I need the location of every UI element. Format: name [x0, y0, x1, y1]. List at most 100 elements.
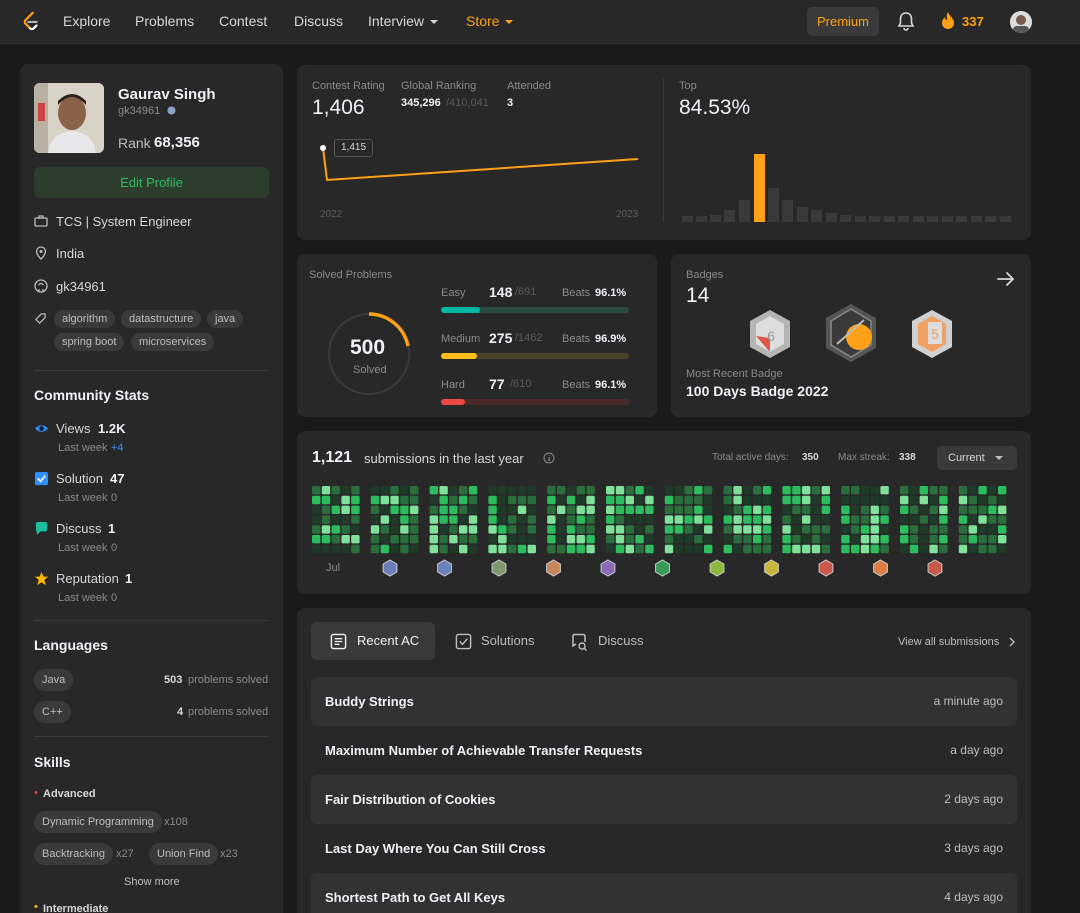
heatmap-cell[interactable]	[939, 525, 948, 534]
heatmap-cell[interactable]	[557, 544, 566, 554]
heatmap-cell[interactable]	[527, 486, 536, 495]
heatmap-cell[interactable]	[811, 525, 821, 534]
language-pill[interactable]: Java	[34, 669, 74, 691]
heatmap-cell[interactable]	[606, 515, 615, 524]
heatmap-cell[interactable]	[527, 535, 536, 544]
heatmap-cell[interactable]	[782, 525, 791, 534]
heatmap-cell[interactable]	[498, 525, 507, 534]
heatmap-cell[interactable]	[410, 525, 419, 534]
heatmap-cell[interactable]	[400, 544, 409, 554]
heatmap-cell[interactable]	[664, 535, 674, 544]
heatmap-cell[interactable]	[821, 515, 830, 524]
heatmap-cell[interactable]	[390, 486, 399, 495]
heatmap-cell[interactable]	[939, 486, 948, 495]
heatmap-cell[interactable]	[802, 535, 811, 544]
nav-discuss[interactable]: Discuss	[294, 13, 344, 29]
heatmap-cell[interactable]	[380, 544, 389, 554]
heatmap-cell[interactable]	[576, 495, 585, 505]
heatmap-cell[interactable]	[851, 525, 860, 534]
heatmap-cell[interactable]	[351, 515, 360, 524]
heatmap-cell[interactable]	[860, 486, 870, 495]
heatmap-cell[interactable]	[929, 505, 938, 514]
heatmap-cell[interactable]	[968, 486, 977, 495]
heatmap-cell[interactable]	[508, 486, 517, 495]
heatmap-cell[interactable]	[615, 486, 625, 495]
heatmap-cell[interactable]	[811, 505, 821, 514]
heatmap-cell[interactable]	[547, 486, 556, 495]
language-pill[interactable]: C++	[34, 701, 71, 723]
heatmap-cell[interactable]	[743, 535, 752, 544]
heatmap-cell[interactable]	[468, 525, 478, 534]
heatmap-cell[interactable]	[557, 486, 566, 495]
tab-solutions[interactable]: Solutions	[447, 622, 547, 660]
heatmap-cell[interactable]	[988, 525, 997, 534]
heatmap-cell[interactable]	[684, 505, 693, 514]
heatmap-cell[interactable]	[978, 544, 987, 554]
heatmap-cell[interactable]	[380, 515, 389, 524]
heatmap-cell[interactable]	[860, 495, 870, 505]
monthly-badge-icon[interactable]	[818, 559, 834, 577]
heatmap-cell[interactable]	[762, 535, 772, 544]
monthly-badge-icon[interactable]	[437, 559, 452, 577]
heatmap-cell[interactable]	[782, 495, 791, 505]
heatmap-cell[interactable]	[782, 544, 791, 554]
heatmap-cell[interactable]	[468, 486, 478, 495]
heatmap-cell[interactable]	[449, 515, 458, 524]
heatmap-cell[interactable]	[978, 495, 987, 505]
heatmap-cell[interactable]	[498, 495, 507, 505]
heatmap-cell[interactable]	[400, 486, 409, 495]
heatmap-cell[interactable]	[351, 544, 360, 554]
heatmap-cell[interactable]	[635, 525, 644, 534]
heatmap-cell[interactable]	[606, 486, 615, 495]
heatmap-cell[interactable]	[390, 505, 399, 514]
heatmap-cell[interactable]	[410, 544, 419, 554]
heatmap-cell[interactable]	[674, 486, 683, 495]
heatmap-cell[interactable]	[978, 525, 987, 534]
heatmap-cell[interactable]	[743, 486, 752, 495]
heatmap-cell[interactable]	[400, 525, 409, 534]
heatmap-cell[interactable]	[429, 515, 438, 524]
heatmap-cell[interactable]	[860, 525, 870, 534]
heatmap-cell[interactable]	[508, 535, 517, 544]
rating-line-chart[interactable]	[312, 136, 642, 186]
heatmap-cell[interactable]	[988, 495, 997, 505]
heatmap-cell[interactable]	[958, 525, 968, 534]
heatmap-cell[interactable]	[508, 525, 517, 534]
heatmap-cell[interactable]	[880, 495, 889, 505]
heatmap-cell[interactable]	[860, 544, 870, 554]
heatmap-cell[interactable]	[998, 505, 1007, 514]
heatmap-cell[interactable]	[870, 515, 879, 524]
heatmap-cell[interactable]	[733, 486, 742, 495]
heatmap-cell[interactable]	[870, 495, 879, 505]
heatmap-cell[interactable]	[341, 525, 350, 534]
heatmap-cell[interactable]	[811, 535, 821, 544]
heatmap-cell[interactable]	[802, 525, 811, 534]
heatmap-cell[interactable]	[694, 486, 703, 495]
heatmap-cell[interactable]	[400, 495, 409, 505]
nav-contest[interactable]: Contest	[219, 13, 268, 29]
heatmap-cell[interactable]	[459, 495, 468, 505]
heatmap-cell[interactable]	[664, 525, 674, 534]
heatmap-cell[interactable]	[547, 535, 556, 544]
heatmap-cell[interactable]	[929, 515, 938, 524]
heatmap-cell[interactable]	[694, 535, 703, 544]
heatmap-cell[interactable]	[312, 544, 321, 554]
badge-icon[interactable]: 5	[908, 308, 956, 360]
heatmap-cell[interactable]	[439, 486, 448, 495]
heatmap-cell[interactable]	[517, 486, 527, 495]
heatmap-cell[interactable]	[694, 505, 703, 514]
chevron-right-icon[interactable]	[1008, 637, 1016, 647]
heatmap-cell[interactable]	[341, 486, 350, 495]
heatmap-cell[interactable]	[811, 515, 821, 524]
heatmap-cell[interactable]	[576, 535, 585, 544]
heatmap-cell[interactable]	[733, 495, 742, 505]
heatmap-cell[interactable]	[498, 535, 507, 544]
heatmap-cell[interactable]	[988, 535, 997, 544]
heatmap-cell[interactable]	[674, 505, 683, 514]
heatmap-cell[interactable]	[988, 544, 997, 554]
heatmap-cell[interactable]	[547, 544, 556, 554]
heatmap-cell[interactable]	[743, 525, 752, 534]
heatmap-cell[interactable]	[664, 486, 674, 495]
heatmap-cell[interactable]	[576, 544, 585, 554]
heatmap-cell[interactable]	[508, 505, 517, 514]
